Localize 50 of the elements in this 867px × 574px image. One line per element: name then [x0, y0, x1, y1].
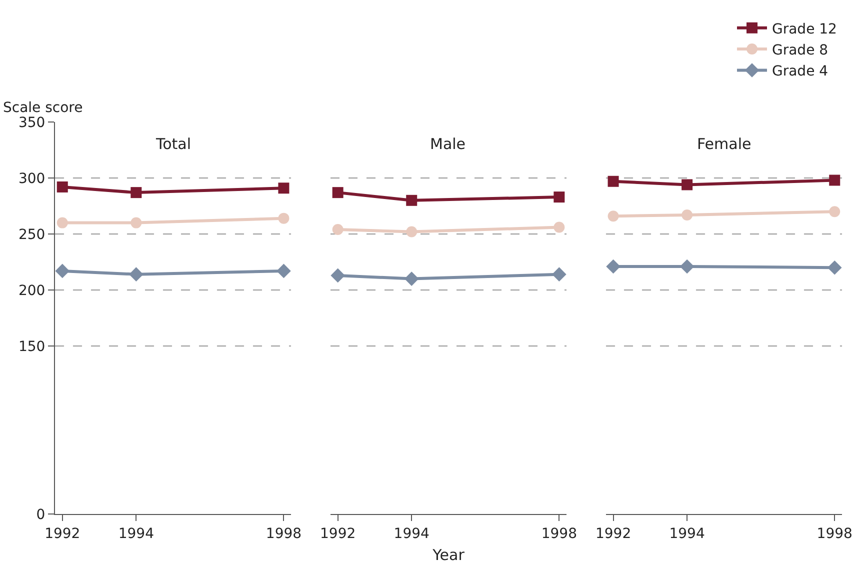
- text: Female: [697, 135, 752, 153]
- x-axis-title: Year: [432, 546, 466, 564]
- x-tick-label: 1998: [541, 526, 577, 542]
- point: [552, 267, 566, 282]
- point: [56, 217, 68, 228]
- text: Total: [155, 135, 192, 153]
- y-tick-label: 150: [18, 338, 46, 355]
- legend-label: Grade 12: [772, 21, 837, 38]
- point: [332, 224, 344, 236]
- point: [608, 176, 619, 187]
- x-tick-label: 1994: [394, 526, 430, 542]
- point: [130, 217, 142, 228]
- point: [278, 212, 290, 224]
- point: [827, 260, 842, 275]
- text: Male: [430, 135, 466, 153]
- point: [55, 264, 70, 278]
- point: [404, 272, 419, 286]
- x-tick-label: 1998: [816, 526, 852, 542]
- x-tick-label: 1994: [669, 526, 705, 542]
- point: [332, 187, 344, 198]
- y-tick-label: 0: [36, 506, 46, 523]
- y-tick-label: 200: [18, 282, 46, 299]
- x-tick-label: 1998: [266, 526, 302, 542]
- point: [682, 209, 693, 220]
- point: [606, 259, 620, 274]
- point: [406, 194, 418, 206]
- point: [829, 174, 840, 186]
- point: [406, 226, 418, 238]
- legend-label: Grade 4: [772, 64, 828, 80]
- point: [680, 259, 694, 274]
- point: [276, 264, 291, 278]
- point: [829, 206, 840, 218]
- point: [608, 210, 619, 222]
- point: [56, 181, 68, 192]
- y-tick-label: 300: [18, 170, 46, 187]
- point: [130, 187, 142, 198]
- y-axis-title: Scale score: [3, 100, 83, 116]
- point: [554, 192, 565, 203]
- x-tick-label: 1992: [320, 526, 356, 542]
- legend-label: Grade 8: [772, 42, 828, 58]
- x-tick-label: 1992: [595, 526, 632, 542]
- y-tick-label: 350: [18, 114, 46, 131]
- point: [129, 267, 144, 282]
- x-tick-label: 1994: [118, 526, 154, 542]
- point: [554, 222, 565, 233]
- y-tick-label: 250: [18, 226, 46, 243]
- x-tick-label: 1992: [44, 526, 80, 542]
- point: [682, 179, 693, 190]
- point: [278, 182, 290, 194]
- point: [330, 268, 345, 283]
